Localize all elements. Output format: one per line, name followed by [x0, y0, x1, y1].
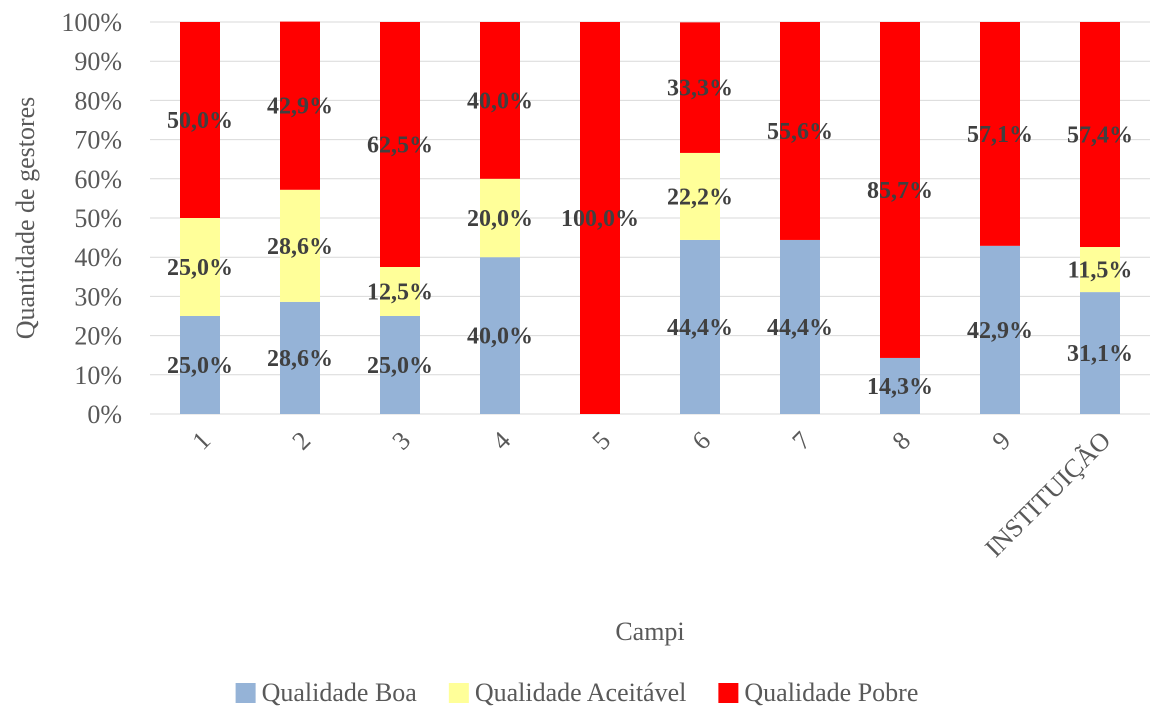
legend-label: Qualidade Boa [262, 678, 418, 707]
data-label: 25,0% [367, 353, 433, 379]
data-label: 40,0% [467, 324, 533, 350]
x-tick-label: 3 [387, 426, 417, 456]
bar-segment [480, 22, 520, 179]
legend-swatch [448, 683, 469, 703]
bar-segment [680, 22, 720, 153]
legend-item: Qualidade Boa [235, 678, 418, 707]
data-label: 40,0% [467, 88, 533, 114]
bar-segment [780, 22, 820, 240]
legend: Qualidade Boa Qualidade Aceitável Qualidad… [235, 678, 918, 707]
y-tick-label: 0% [87, 400, 122, 429]
bar-segment [1080, 247, 1120, 293]
bar-segment [280, 189, 320, 302]
data-labels: 25,0% 25,0% 50,0% 28,6% 28,6% 42,9% 25,0% 12,5%… [167, 76, 1133, 400]
legend-item: Qualidade Aceitável [448, 678, 687, 707]
x-tick-label: 7 [787, 426, 817, 456]
legend-item: Qualidade Pobre [718, 678, 918, 707]
y-tick-label: 40% [74, 243, 122, 272]
bar-segment [380, 22, 420, 267]
data-label: 20,0% [467, 206, 533, 232]
y-tick-label: 30% [74, 282, 122, 311]
x-tick-label: 5 [587, 426, 617, 456]
data-label: 62,5% [367, 133, 433, 159]
bar-segment [480, 257, 520, 414]
data-label: 57,1% [967, 122, 1033, 148]
y-tick-label: 60% [74, 165, 122, 194]
bar-segment [1080, 22, 1120, 248]
y-axis-ticks: 0% 10% 20% 30% 40% 50% 60% 70% 80% 90% 100% [61, 8, 122, 429]
bar-segment [980, 245, 1020, 414]
bar-segment [780, 239, 820, 414]
bar-segment [280, 301, 320, 414]
x-tick-label: 6 [687, 426, 717, 456]
bar-segment [380, 267, 420, 316]
x-tick-label: 1 [187, 426, 217, 456]
legend-swatch [718, 683, 739, 703]
bar-segment [180, 316, 220, 414]
bar-segment [1080, 292, 1120, 414]
x-tick-label: 4 [487, 426, 517, 456]
legend-label: Qualidade Pobre [744, 678, 918, 707]
bar-segment [980, 22, 1020, 246]
bar-segment [680, 152, 720, 240]
bar-segment [880, 357, 920, 414]
data-label: 57,4% [1067, 123, 1133, 149]
x-tick-label: 9 [987, 426, 1017, 456]
bar-segment [180, 218, 220, 316]
bar-segment [880, 22, 920, 358]
data-label: 31,1% [1067, 341, 1133, 367]
data-label: 44,4% [667, 315, 733, 341]
data-label: 55,6% [767, 119, 833, 145]
x-axis-title: Campi [615, 617, 684, 646]
data-label: 22,2% [667, 184, 733, 210]
y-tick-label: 50% [74, 204, 122, 233]
bar-segment [680, 239, 720, 414]
data-label: 42,9% [967, 318, 1033, 344]
data-label: 25,0% [167, 255, 233, 281]
data-label: 28,6% [267, 234, 333, 260]
data-label: 50,0% [167, 108, 233, 134]
y-tick-label: 10% [74, 361, 122, 390]
data-label: 12,5% [367, 280, 433, 306]
bar-segment [280, 21, 320, 190]
data-label: 85,7% [867, 178, 933, 204]
data-label: 28,6% [267, 346, 333, 372]
data-label: 14,3% [867, 374, 933, 400]
y-tick-label: 100% [61, 8, 122, 37]
data-label: 42,9% [267, 94, 333, 120]
data-label: 11,5% [1068, 258, 1133, 284]
bar-segment [380, 316, 420, 414]
data-label: 44,4% [767, 315, 833, 341]
x-tick-label: 2 [287, 426, 317, 456]
data-label: 33,3% [667, 76, 733, 102]
y-tick-label: 20% [74, 322, 122, 351]
x-tick-label: 8 [887, 426, 917, 456]
bar-segment [480, 178, 520, 258]
legend-label: Qualidade Aceitável [475, 678, 687, 707]
y-tick-label: 70% [74, 126, 122, 155]
bar-segment [580, 22, 620, 414]
data-label: 100,0% [561, 206, 639, 232]
y-tick-label: 90% [74, 47, 122, 76]
data-label: 25,0% [167, 353, 233, 379]
legend-swatch [235, 683, 256, 703]
bar-segment [180, 22, 220, 218]
bars [180, 21, 1120, 414]
y-axis-title: Quantidade de gestores [11, 97, 40, 340]
y-tick-label: 80% [74, 86, 122, 115]
